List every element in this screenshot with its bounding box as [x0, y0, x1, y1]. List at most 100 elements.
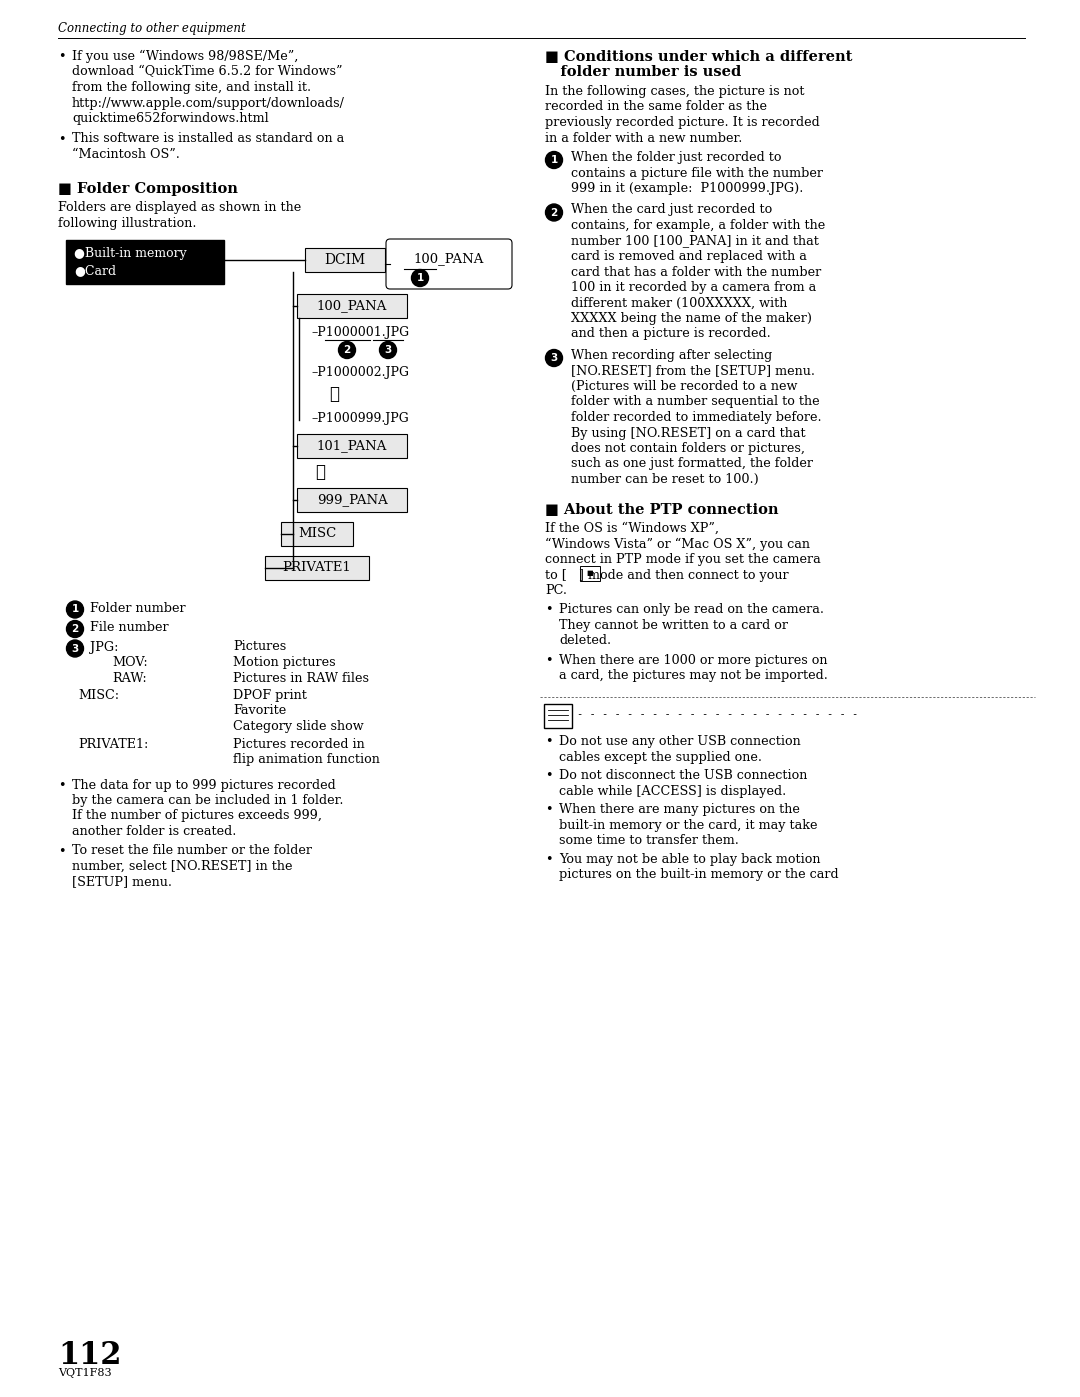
Text: card is removed and replaced with a: card is removed and replaced with a — [571, 250, 807, 263]
Text: MOV:: MOV: — [112, 657, 148, 669]
Text: VQT1F83: VQT1F83 — [58, 1368, 111, 1377]
Text: PRIVATE1:: PRIVATE1: — [78, 738, 148, 750]
Text: different maker (100XXXXX, with: different maker (100XXXXX, with — [571, 296, 787, 310]
Text: PRIVATE1: PRIVATE1 — [283, 562, 351, 574]
Text: cable while [ACCESS] is displayed.: cable while [ACCESS] is displayed. — [559, 785, 786, 798]
Text: number, select [NO.RESET] in the: number, select [NO.RESET] in the — [72, 861, 293, 873]
Text: 1: 1 — [551, 155, 557, 165]
Text: When there are 1000 or more pictures on: When there are 1000 or more pictures on — [559, 654, 827, 666]
Circle shape — [67, 601, 83, 617]
Text: 1: 1 — [71, 605, 79, 615]
Text: such as one just formatted, the folder: such as one just formatted, the folder — [571, 457, 813, 471]
Text: •: • — [545, 654, 553, 666]
FancyBboxPatch shape — [305, 249, 384, 272]
Text: by the camera can be included in 1 folder.: by the camera can be included in 1 folde… — [72, 793, 343, 807]
Text: [NO.RESET] from the [SETUP] menu.: [NO.RESET] from the [SETUP] menu. — [571, 365, 815, 377]
Text: Pictures can only be read on the camera.: Pictures can only be read on the camera. — [559, 604, 824, 616]
Text: ⋮: ⋮ — [315, 464, 325, 481]
Text: ●Built-in memory: ●Built-in memory — [75, 247, 187, 260]
Text: MISC: MISC — [298, 527, 336, 541]
Text: Folders are displayed as shown in the: Folders are displayed as shown in the — [58, 201, 301, 214]
Text: another folder is created.: another folder is created. — [72, 826, 237, 838]
Bar — [66, 240, 224, 284]
Text: When the card just recorded to: When the card just recorded to — [571, 204, 772, 217]
Text: deleted.: deleted. — [559, 634, 611, 647]
Text: - - - - - - - - - - - - - - - - - - - - - - -: - - - - - - - - - - - - - - - - - - - - … — [577, 710, 859, 719]
Text: •: • — [545, 604, 553, 616]
Text: connect in PTP mode if you set the camera: connect in PTP mode if you set the camer… — [545, 553, 821, 566]
Text: If the number of pictures exceeds 999,: If the number of pictures exceeds 999, — [72, 809, 322, 823]
Text: 3: 3 — [384, 345, 392, 355]
Text: When the folder just recorded to: When the folder just recorded to — [571, 151, 782, 163]
Text: folder recorded to immediately before.: folder recorded to immediately before. — [571, 411, 822, 425]
Text: –P1000001.JPG: –P1000001.JPG — [311, 326, 409, 339]
Text: 100_PANA: 100_PANA — [414, 251, 484, 265]
FancyBboxPatch shape — [386, 239, 512, 289]
FancyBboxPatch shape — [297, 433, 407, 457]
Text: •: • — [58, 133, 66, 145]
Text: flip animation function: flip animation function — [233, 753, 380, 766]
Text: The data for up to 999 pictures recorded: The data for up to 999 pictures recorded — [72, 778, 336, 792]
Text: DPOF print: DPOF print — [233, 689, 307, 703]
Text: ■ Conditions under which a different: ■ Conditions under which a different — [545, 50, 852, 64]
Text: MISC:: MISC: — [78, 689, 119, 703]
Text: download “QuickTime 6.5.2 for Windows”: download “QuickTime 6.5.2 for Windows” — [72, 66, 342, 78]
FancyBboxPatch shape — [580, 566, 600, 581]
Text: number can be reset to 100.): number can be reset to 100.) — [571, 474, 759, 486]
Circle shape — [545, 204, 563, 221]
Text: ■: ■ — [586, 570, 593, 576]
Text: Connecting to other equipment: Connecting to other equipment — [58, 22, 246, 35]
Text: Pictures in RAW files: Pictures in RAW files — [233, 672, 369, 685]
Text: Folder number: Folder number — [90, 602, 186, 615]
Text: •: • — [545, 852, 553, 866]
Text: If you use “Windows 98/98SE/Me”,: If you use “Windows 98/98SE/Me”, — [72, 50, 298, 63]
Circle shape — [67, 640, 83, 657]
Text: When recording after selecting: When recording after selecting — [571, 349, 772, 362]
Text: contains a picture file with the number: contains a picture file with the number — [571, 166, 823, 179]
Text: They cannot be written to a card or: They cannot be written to a card or — [559, 619, 788, 631]
Text: 101_PANA: 101_PANA — [316, 439, 388, 453]
Text: folder with a number sequential to the: folder with a number sequential to the — [571, 395, 820, 408]
Circle shape — [545, 151, 563, 169]
Circle shape — [338, 341, 355, 359]
Text: Motion pictures: Motion pictures — [233, 657, 336, 669]
Text: recorded in the same folder as the: recorded in the same folder as the — [545, 101, 767, 113]
Text: folder number is used: folder number is used — [545, 66, 741, 80]
Text: quicktime652forwindows.html: quicktime652forwindows.html — [72, 112, 269, 124]
Text: –P1000999.JPG: –P1000999.JPG — [311, 412, 408, 425]
Text: 2: 2 — [71, 624, 79, 634]
Text: 2: 2 — [551, 208, 557, 218]
Text: This software is installed as standard on a: This software is installed as standard o… — [72, 133, 345, 145]
Text: 2: 2 — [343, 345, 351, 355]
FancyBboxPatch shape — [265, 556, 369, 580]
Text: When there are many pictures on the: When there are many pictures on the — [559, 803, 800, 816]
Text: ⋮: ⋮ — [329, 386, 339, 402]
Text: XXXXX being the name of the maker): XXXXX being the name of the maker) — [571, 312, 812, 326]
Text: pictures on the built-in memory or the card: pictures on the built-in memory or the c… — [559, 868, 839, 882]
Text: [SETUP] menu.: [SETUP] menu. — [72, 876, 172, 888]
Text: JPG:: JPG: — [90, 640, 119, 654]
Circle shape — [379, 341, 396, 359]
Text: some time to transfer them.: some time to transfer them. — [559, 834, 739, 847]
Text: 999 in it (example:  P1000999.JPG).: 999 in it (example: P1000999.JPG). — [571, 182, 804, 196]
Text: Category slide show: Category slide show — [233, 719, 364, 733]
Text: ■ About the PTP connection: ■ About the PTP connection — [545, 503, 779, 517]
Text: ●Card: ●Card — [75, 264, 117, 277]
FancyBboxPatch shape — [281, 521, 353, 545]
Text: Pictures: Pictures — [233, 640, 286, 654]
Text: built-in memory or the card, it may take: built-in memory or the card, it may take — [559, 819, 818, 831]
Text: DCIM: DCIM — [324, 253, 365, 267]
FancyBboxPatch shape — [544, 704, 572, 728]
Text: Pictures recorded in: Pictures recorded in — [233, 738, 365, 750]
Text: http://www.apple.com/support/downloads/: http://www.apple.com/support/downloads/ — [72, 96, 345, 109]
Text: “Windows Vista” or “Mac OS X”, you can: “Windows Vista” or “Mac OS X”, you can — [545, 538, 810, 550]
Text: 100_PANA: 100_PANA — [316, 299, 388, 313]
Text: PC.: PC. — [545, 584, 567, 597]
Text: ■ Folder Composition: ■ Folder Composition — [58, 182, 238, 196]
Text: cables except the supplied one.: cables except the supplied one. — [559, 750, 762, 764]
Text: to [   ] mode and then connect to your: to [ ] mode and then connect to your — [545, 569, 788, 581]
Text: “Macintosh OS”.: “Macintosh OS”. — [72, 148, 180, 161]
Text: Favorite: Favorite — [233, 704, 286, 718]
Text: By using [NO.RESET] on a card that: By using [NO.RESET] on a card that — [571, 426, 806, 440]
Text: and then a picture is recorded.: and then a picture is recorded. — [571, 327, 771, 341]
